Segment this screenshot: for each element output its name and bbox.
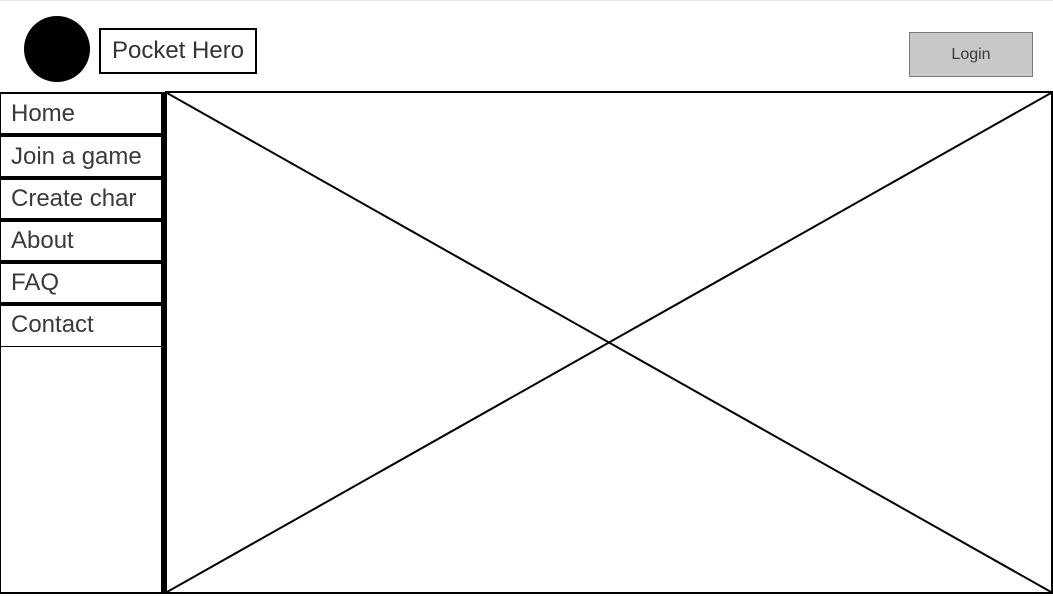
- sidebar-item-faq[interactable]: FAQ: [11, 269, 60, 296]
- site-title: Pocket Hero: [99, 28, 257, 74]
- sidebar-item-about[interactable]: About: [11, 227, 74, 254]
- nav-divider: [1, 133, 161, 137]
- placeholder-cross-icon: [167, 93, 1051, 592]
- nav-divider: [1, 346, 161, 347]
- sidebar-item-join-a-game[interactable]: Join a game: [11, 142, 142, 170]
- nav-divider: [1, 176, 161, 180]
- sidebar-item-home[interactable]: Home: [11, 99, 76, 127]
- main-image-placeholder: [165, 91, 1053, 594]
- logo-circle: [24, 16, 90, 82]
- sidebar-item-create-char[interactable]: Create char: [11, 185, 137, 212]
- nav-divider: [1, 218, 161, 222]
- sidebar-nav: Home Join a game Create char About FAQ C…: [0, 92, 165, 594]
- top-border-line: [0, 0, 1053, 1]
- nav-divider: [1, 302, 161, 306]
- nav-divider: [1, 260, 161, 264]
- login-button[interactable]: Login: [909, 32, 1033, 77]
- sidebar-item-contact[interactable]: Contact: [11, 311, 94, 338]
